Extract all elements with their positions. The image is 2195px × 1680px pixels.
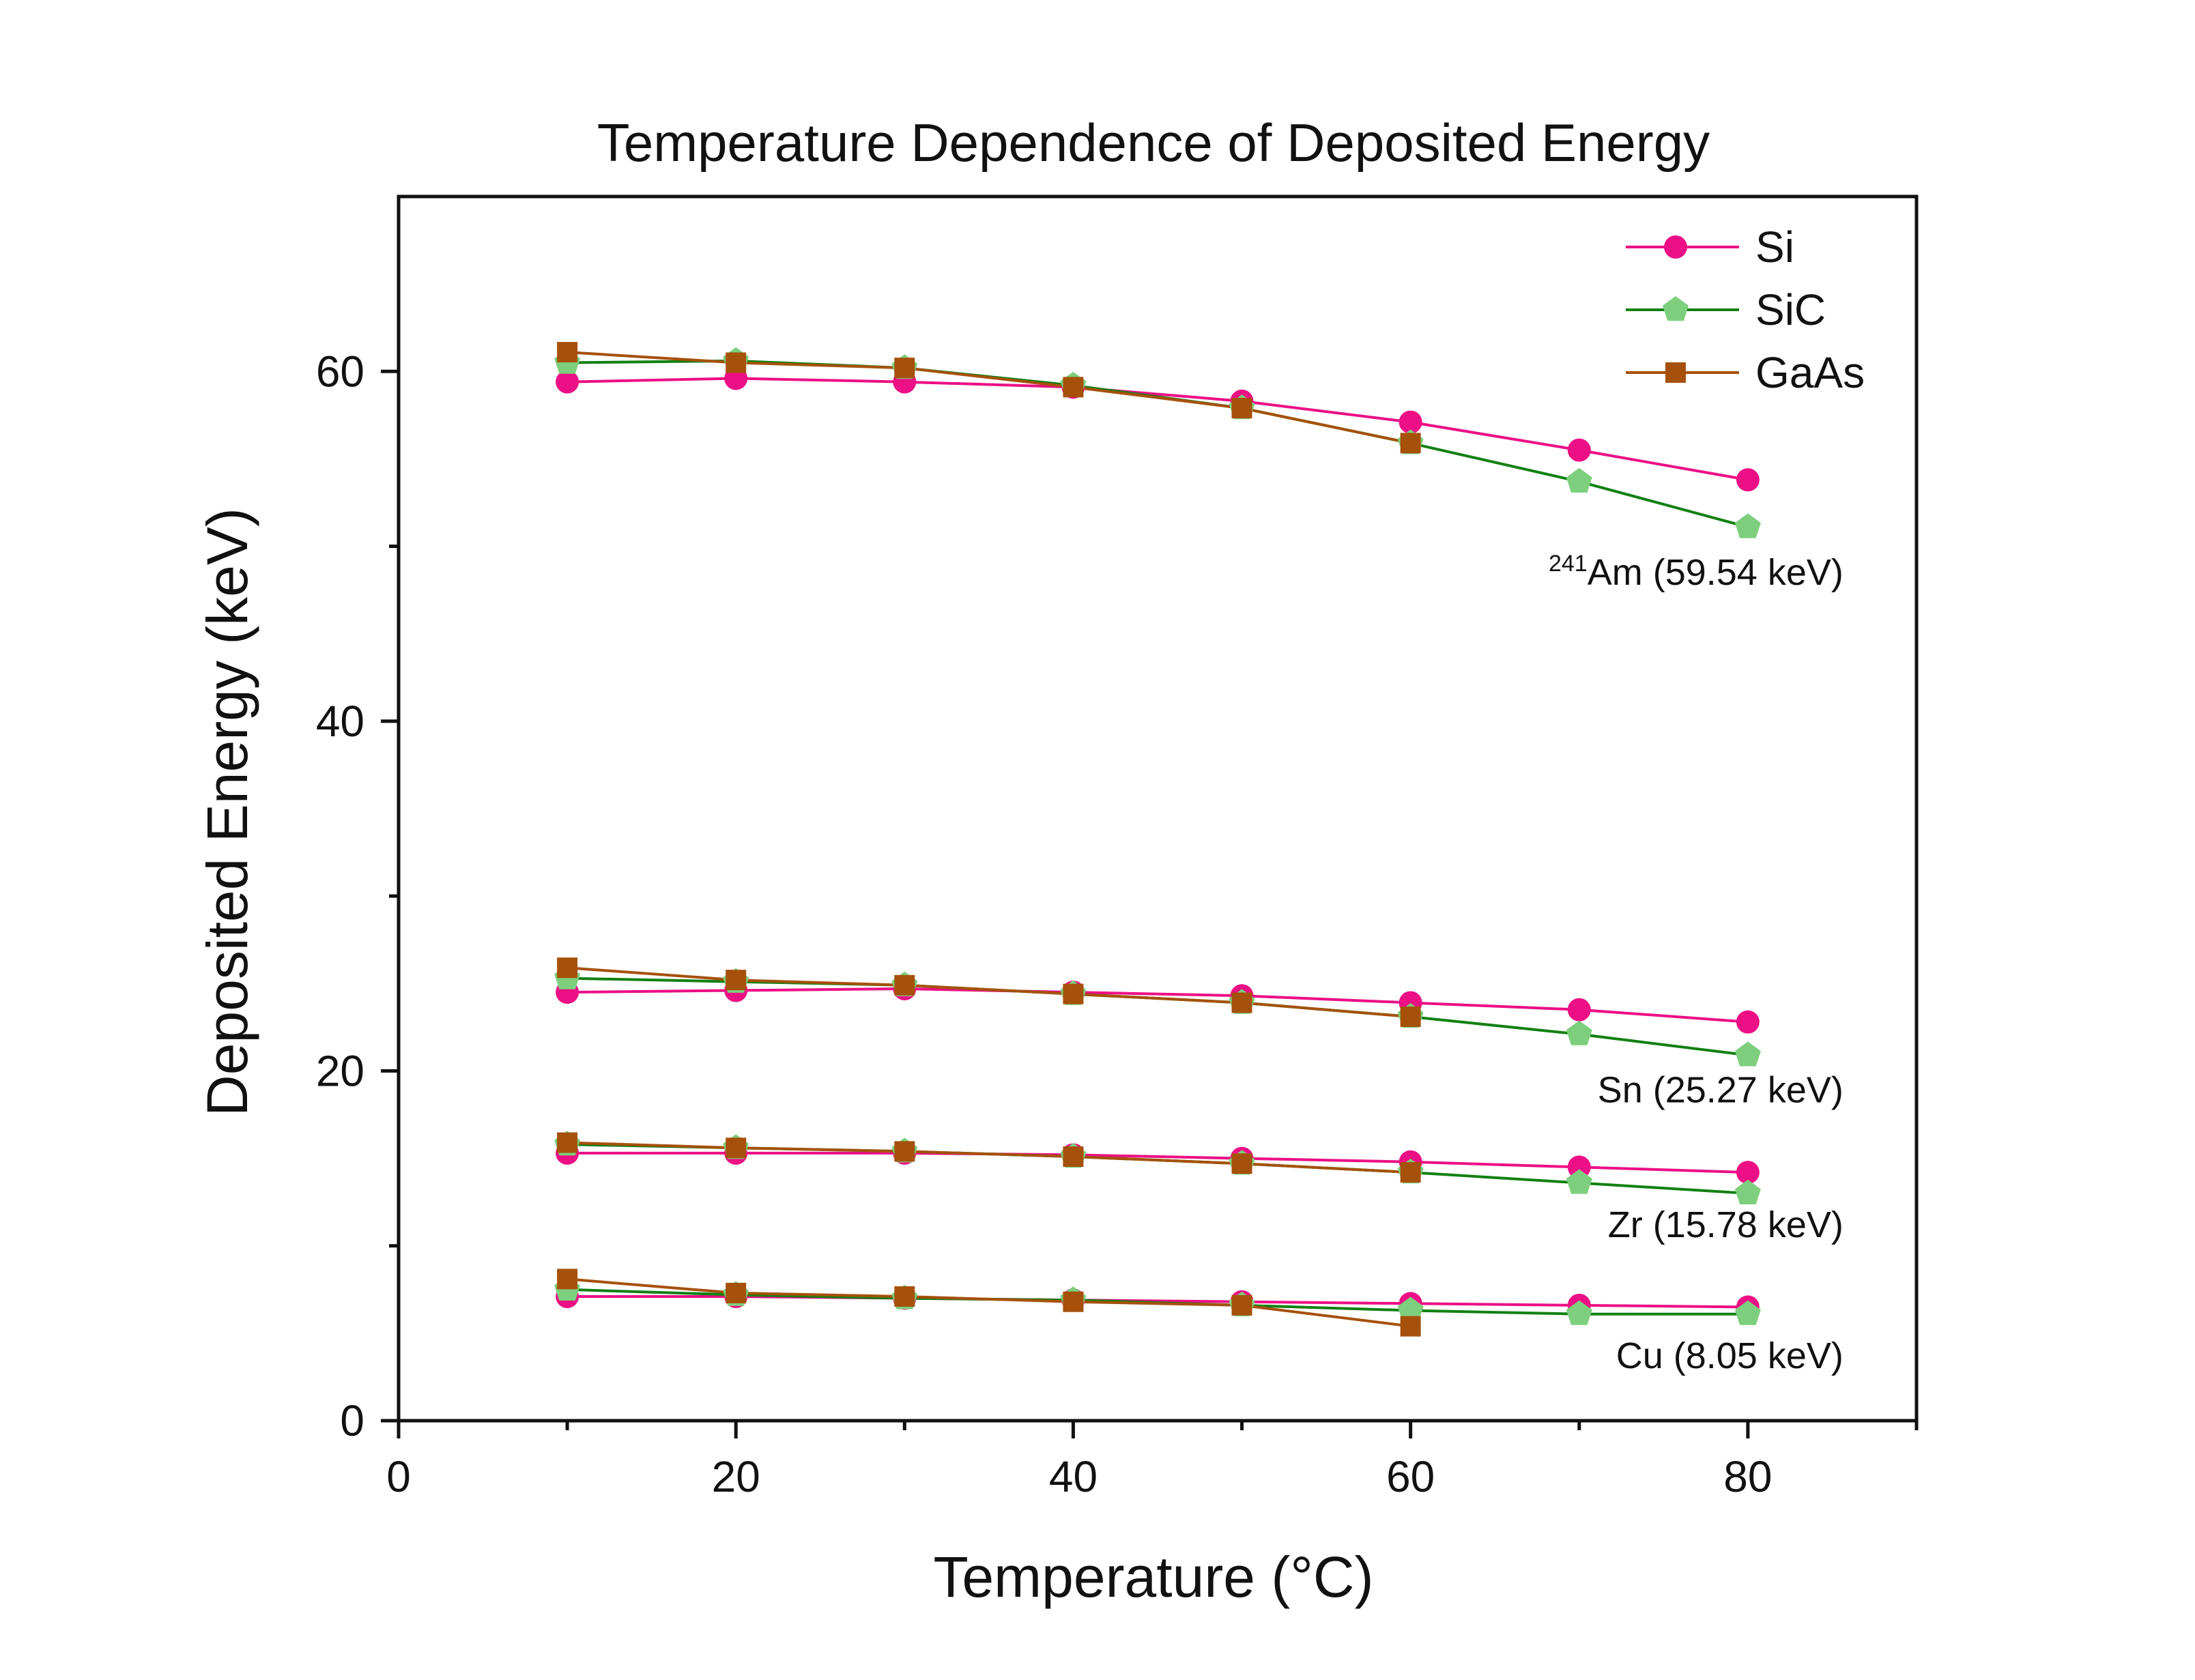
- x-tick-label: 60: [1386, 1452, 1435, 1501]
- data-point: [894, 974, 915, 996]
- data-point: [1063, 1291, 1084, 1312]
- series-gaas-markers: [557, 342, 1421, 1337]
- source-annotation: Cu (8.05 keV): [1616, 1335, 1843, 1376]
- y-tick-label: 0: [340, 1396, 364, 1445]
- data-point: [557, 342, 578, 363]
- data-point: [1566, 1300, 1592, 1325]
- data-point: [1567, 998, 1591, 1022]
- legend-item-si: Si: [1626, 222, 1794, 272]
- data-point: [1567, 1155, 1591, 1179]
- legend-label: GaAs: [1755, 348, 1865, 397]
- data-point: [1231, 1153, 1252, 1174]
- y-tick-label: 20: [316, 1046, 364, 1095]
- legend-marker: [1663, 296, 1689, 321]
- data-point: [726, 1282, 747, 1303]
- data-point: [1400, 1006, 1421, 1027]
- data-point: [557, 957, 578, 979]
- source-annotation: Sn (25.27 keV): [1598, 1070, 1843, 1111]
- data-point: [557, 1269, 578, 1290]
- x-tick-label: 80: [1723, 1452, 1772, 1501]
- legend: Si SiC GaAs: [1626, 222, 1865, 397]
- data-point: [557, 1132, 578, 1153]
- series-line: [567, 1295, 1748, 1309]
- annotation-superscript: 241: [1549, 551, 1588, 577]
- data-point: [726, 1138, 747, 1159]
- data-point: [894, 358, 915, 379]
- data-point: [1734, 1041, 1761, 1067]
- data-point: [1734, 1179, 1761, 1204]
- data-point: [1063, 1146, 1084, 1168]
- data-point: [1397, 1297, 1424, 1322]
- data-point: [1736, 1010, 1760, 1034]
- y-axis-label: Deposited Energy (keV): [195, 508, 259, 1116]
- data-point: [894, 1141, 915, 1162]
- data-point: [1734, 513, 1761, 538]
- source-annotation: 241Am (59.54 keV): [1549, 551, 1843, 593]
- data-point: [1231, 992, 1252, 1013]
- x-tick-label: 0: [386, 1452, 411, 1501]
- annotation-text: Am (59.54 keV): [1588, 552, 1843, 593]
- data-point: [1398, 410, 1422, 434]
- data-point: [1231, 398, 1252, 419]
- data-point: [556, 370, 579, 394]
- x-tick-label: 20: [712, 1452, 760, 1501]
- data-point: [1734, 1300, 1761, 1325]
- data-point: [1231, 1294, 1252, 1316]
- chart-title: Temperature Dependence of Deposited Ener…: [597, 113, 1710, 173]
- data-point: [1400, 433, 1421, 454]
- series-line: [566, 1277, 1411, 1328]
- legend-item-gaas: GaAs: [1626, 348, 1865, 397]
- series-line: [567, 377, 1749, 482]
- series-line: [566, 966, 1411, 1018]
- y-tick-label: 40: [316, 697, 364, 746]
- data-point: [1400, 1316, 1421, 1337]
- series-sic-markers: [554, 347, 1761, 1325]
- legend-marker: [1665, 362, 1686, 383]
- series-gaas: [566, 351, 1411, 1328]
- series-line: [567, 987, 1749, 1024]
- data-point: [726, 970, 747, 991]
- source-annotation: Zr (15.78 keV): [1608, 1204, 1843, 1245]
- data-point: [1736, 1161, 1760, 1185]
- legend-label: Si: [1755, 222, 1794, 272]
- plot-frame: [397, 194, 1919, 1423]
- legend-item-sic: SiC: [1626, 285, 1826, 334]
- legend-label: SiC: [1755, 285, 1826, 334]
- data-point: [1736, 468, 1760, 492]
- annotation-layer: 241Am (59.54 keV) Sn (25.27 keV) Zr (15.78…: [1549, 551, 1843, 1376]
- data-point: [726, 352, 747, 373]
- data-point: [1567, 438, 1591, 462]
- x-tick-label: 40: [1049, 1452, 1098, 1501]
- data-point: [1400, 1162, 1421, 1183]
- series-line: [566, 351, 1411, 445]
- legend-marker: [1664, 235, 1687, 259]
- data-point: [1566, 1169, 1592, 1194]
- x-axis-label: Temperature (°C): [933, 1545, 1373, 1609]
- data-point: [1063, 377, 1084, 398]
- data-point: [1566, 1020, 1592, 1045]
- series-layer: [554, 342, 1761, 1337]
- series-line: [567, 1141, 1411, 1174]
- series-si: [567, 377, 1749, 1309]
- axes: 0 20 40 60 80 0 20 40 60: [316, 194, 1919, 1501]
- data-point: [1063, 983, 1084, 1004]
- data-point: [1566, 467, 1592, 493]
- series-line: [567, 1151, 1748, 1174]
- y-tick-label: 60: [316, 347, 364, 396]
- data-point: [894, 1286, 915, 1307]
